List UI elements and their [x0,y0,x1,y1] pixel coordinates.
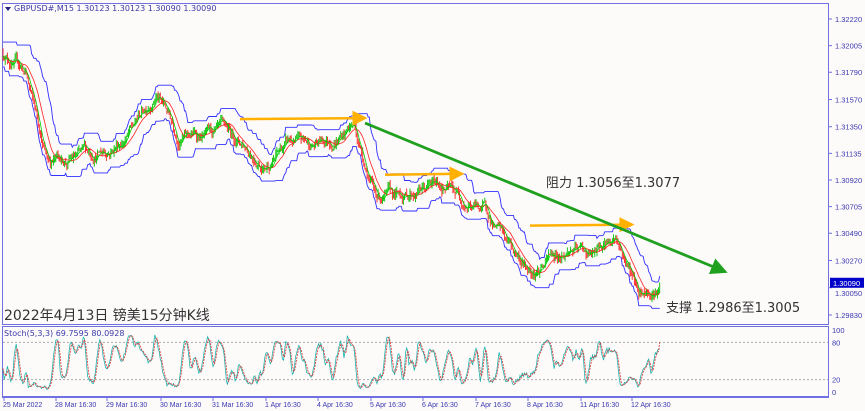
stoch-marks [2,334,828,391]
downtrend-line [364,121,728,275]
stoch-main-line [2,334,660,391]
x-tick-label: 31 Mar 16:30 [212,402,253,409]
fast-ma-line [2,55,661,297]
x-tick-label: 6 Apr 16:30 [422,402,458,409]
support-annotation: 支撑 1.2986至1.3005 [666,301,800,316]
stoch-tick-label: 80 [832,338,840,347]
stoch-tick-label: 100 [832,326,845,335]
stoch-tick-label: 20 [832,376,840,385]
main-chart-frame [2,3,829,325]
x-tick-label: 5 Apr 16:30 [370,402,406,409]
y-axis: 1.32220 1.32005 1.31790 1.31570 1.31350 1.311… [829,15,864,397]
y-tick-label: 1.31135 [835,149,862,158]
y-tick-label: 1.31350 [835,123,862,132]
stoch-label: Stoch(5,3,3) 69.7595 80.0928 [4,329,124,338]
y-tick-label: 1.29830 [835,311,862,320]
price-marks [2,41,661,309]
resistance-arrow [239,110,368,126]
x-tick-label: 8 Apr 16:30 [527,402,563,409]
x-tick-label: 1 Apr 16:30 [265,402,301,409]
y-tick-label: 1.30270 [835,256,862,265]
chart-title-annotation: 2022年4月13日 镑美15分钟K线 [4,307,210,324]
y-tick-label: 1.30050 [835,289,862,298]
x-tick-label: 4 Apr 16:30 [317,402,353,409]
y-tick-label: 1.30920 [835,176,862,185]
x-tick-label: 29 Mar 16:30 [106,402,147,409]
upper-envelope-line [3,41,661,283]
x-tick-label: 12 Apr 16:30 [631,402,671,409]
y-tick-label: 1.32220 [835,15,862,24]
x-axis: 25 Mar 2022 28 Mar 16:30 29 Mar 16:30 30 Ma… [3,397,671,409]
resistance-arrow [384,166,465,182]
stoch-tick-label: 0 [832,388,836,397]
y-tick-label: 1.31570 [835,95,862,104]
x-tick-label: 11 Apr 16:30 [580,402,619,409]
stoch-panel-frame [2,326,829,397]
x-tick-label: 30 Mar 16:30 [160,402,201,409]
triangle-down-icon[interactable] [5,7,11,11]
stoch-signal-line [2,335,661,389]
current-price-label: 1.30090 [833,279,860,288]
x-tick-label: 28 Mar 16:30 [55,402,96,409]
annotation-marks [239,110,728,275]
symbol-info: GBPUSD#,M15 1.30123 1.30123 1.30090 1.30… [14,4,216,13]
lower-envelope-line [2,66,660,309]
x-tick-label: 7 Apr 16:30 [475,402,511,409]
y-tick-label: 1.31790 [835,68,862,77]
y-tick-label: 1.30490 [835,229,862,238]
resistance-annotation: 阻力 1.3056至1.3077 [546,176,680,191]
y-tick-label: 1.32005 [835,42,862,51]
y-tick-label: 1.30705 [835,203,862,212]
x-tick-label: 25 Mar 2022 [3,402,42,409]
current-price-tag [830,277,864,288]
